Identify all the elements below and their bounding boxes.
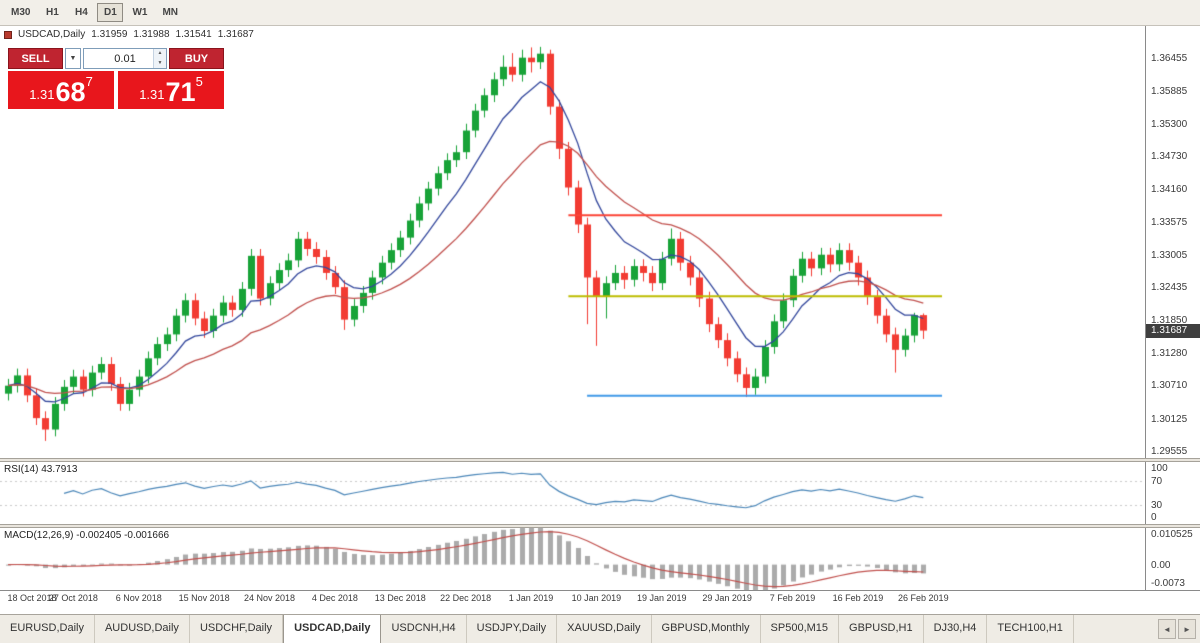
- sell-price-base: 1.31: [29, 87, 55, 102]
- date-axis-label: 4 Dec 2018: [311, 593, 358, 603]
- date-axis-label: 13 Dec 2018: [374, 593, 426, 603]
- tabs-scroll-right-icon[interactable]: ►: [1178, 619, 1196, 639]
- date-axis-label: 24 Nov 2018: [243, 593, 296, 603]
- buy-button[interactable]: BUY: [169, 48, 224, 69]
- date-axis-label: 19 Jan 2019: [637, 593, 687, 603]
- date-axis-label: 29 Jan 2019: [702, 593, 752, 603]
- date-axis-label: 6 Nov 2018: [115, 593, 162, 603]
- price-axis-label: 1.31280: [1151, 347, 1188, 359]
- lot-dropdown-caret-icon[interactable]: ▼: [65, 48, 81, 69]
- rsi-axis-label: 0: [1151, 512, 1157, 523]
- current-price-badge: 1.31687: [1146, 323, 1200, 338]
- timeframe-button-h1[interactable]: H1: [39, 3, 65, 22]
- date-axis-label: 15 Nov 2018: [178, 593, 230, 603]
- price-axis-label: 1.29555: [1151, 446, 1188, 458]
- chart-tab-gbpusd-h1[interactable]: GBPUSD,H1: [839, 615, 924, 643]
- date-axis-label: 16 Feb 2019: [832, 593, 884, 603]
- price-axis-label: 1.33005: [1151, 249, 1188, 261]
- date-axis[interactable]: [0, 590, 1200, 614]
- chart-tab-bar: EURUSD,Daily AUDUSD,Daily USDCHF,Daily USDC…: [0, 614, 1200, 643]
- tabs-scroll-left-icon[interactable]: ◄: [1158, 619, 1176, 639]
- symbol-timeframe-label: USDCAD,Daily: [18, 29, 86, 40]
- chart-tab-usdjpy-daily[interactable]: USDJPY,Daily: [467, 615, 558, 643]
- timeframe-toolbar: M30 H1 H4 D1 W1 MN: [0, 0, 1200, 26]
- open-value: 1.31959: [91, 29, 128, 40]
- price-axis[interactable]: [1145, 26, 1200, 590]
- timeframe-button-w1[interactable]: W1: [126, 3, 153, 22]
- close-value: 1.31687: [217, 29, 254, 40]
- price-axis-label: 1.30125: [1151, 413, 1188, 425]
- date-axis-label: 22 Dec 2018: [440, 593, 492, 603]
- tab-scroll-buttons: ◄ ►: [1154, 615, 1200, 643]
- rsi-axis-label: 30: [1151, 500, 1163, 512]
- sell-price-display[interactable]: 1.31 68 7: [8, 71, 114, 109]
- timeframe-button-h4[interactable]: H4: [68, 3, 94, 22]
- date-axis-label: 18 Oct 2018: [7, 593, 57, 603]
- date-axis-label: 27 Oct 2018: [48, 593, 98, 603]
- sell-price-pips: 68: [55, 77, 86, 107]
- date-axis-label: 10 Jan 2019: [571, 593, 622, 603]
- macd-axis-label: -0.0073: [1151, 578, 1185, 589]
- macd-indicator-label: MACD(12,26,9) -0.002405 -0.001666: [4, 530, 170, 541]
- buy-price-point: 5: [195, 74, 203, 89]
- rsi-indicator-label: RSI(14) 43.7913: [4, 464, 78, 475]
- lot-increase-icon[interactable]: ▲: [154, 49, 166, 59]
- price-axis-label: 1.34160: [1151, 183, 1188, 195]
- price-axis-label: 1.35300: [1151, 118, 1188, 130]
- date-axis-label: 1 Jan 2019: [508, 593, 554, 603]
- chart-tab-usdchf-daily[interactable]: USDCHF,Daily: [190, 615, 284, 643]
- chart-tab-eurusd-daily[interactable]: EURUSD,Daily: [0, 615, 95, 643]
- chart-area: USDCAD,Daily 1.31959 1.31988 1.31541 1.3…: [0, 26, 1200, 614]
- lot-size-input[interactable]: 0.01 ▲ ▼: [83, 48, 167, 69]
- price-axis-label: 1.35885: [1151, 85, 1188, 97]
- chart-tab-gbpusd-monthly[interactable]: GBPUSD,Monthly: [652, 615, 761, 643]
- chart-tab-tech100-h1[interactable]: TECH100,H1: [987, 615, 1074, 643]
- chart-tabs: EURUSD,Daily AUDUSD,Daily USDCHF,Daily USDC…: [0, 615, 1074, 643]
- chart-info-strip: USDCAD,Daily 1.31959 1.31988 1.31541 1.3…: [4, 29, 254, 40]
- rsi-panel-canvas[interactable]: [0, 462, 1145, 524]
- chart-tab-sp500-m15[interactable]: SP500,M15: [761, 615, 840, 643]
- timeframe-button-mn[interactable]: MN: [156, 3, 184, 22]
- price-axis-label: 1.32435: [1151, 282, 1188, 293]
- chart-window-icon: [4, 30, 12, 39]
- sell-button[interactable]: SELL: [8, 48, 63, 69]
- lot-decrease-icon[interactable]: ▼: [154, 58, 166, 68]
- low-value: 1.31541: [175, 29, 212, 40]
- chart-tab-usdcnh-h4[interactable]: USDCNH,H4: [381, 615, 467, 643]
- buy-price-display[interactable]: 1.31 71 5: [118, 71, 224, 109]
- lot-size-value: 0.01: [114, 52, 136, 65]
- chart-tab-audusd-daily[interactable]: AUDUSD,Daily: [95, 615, 190, 643]
- price-axis-label: 1.30710: [1151, 380, 1188, 392]
- rsi-axis-label: 70: [1151, 475, 1163, 487]
- price-axis-label: 1.34730: [1151, 151, 1188, 163]
- price-axis-label: 1.36455: [1151, 53, 1188, 65]
- lot-spinner: ▲ ▼: [153, 49, 166, 68]
- macd-panel-canvas[interactable]: [0, 528, 1145, 590]
- macd-axis-label: 0.010525: [1151, 529, 1193, 540]
- sell-price-point: 7: [85, 74, 93, 89]
- panel-divider[interactable]: [0, 524, 1200, 528]
- panel-divider[interactable]: [0, 458, 1200, 462]
- timeframe-button-d1[interactable]: D1: [97, 3, 124, 22]
- date-axis-label: 26 Feb 2019: [898, 593, 949, 603]
- one-click-trading-panel: SELL ▼ 0.01 ▲ ▼ BUY 1.31 68 7: [8, 48, 224, 109]
- price-axis-label: 1.31850: [1151, 315, 1188, 327]
- buy-price-pips: 71: [165, 77, 196, 107]
- high-value: 1.31988: [133, 29, 170, 40]
- macd-axis-label: 0.00: [1151, 559, 1171, 571]
- buy-price-base: 1.31: [139, 87, 165, 102]
- date-axis-label: 7 Feb 2019: [769, 593, 816, 603]
- chart-tab-usdcad-daily[interactable]: USDCAD,Daily: [283, 615, 382, 643]
- timeframe-button-m30[interactable]: M30: [5, 3, 36, 22]
- chart-tab-xauusd-daily[interactable]: XAUUSD,Daily: [557, 615, 652, 643]
- price-axis-label: 1.33575: [1151, 217, 1188, 229]
- chart-tab-dj30-h4[interactable]: DJ30,H4: [924, 615, 988, 643]
- rsi-axis-label: 100: [1151, 463, 1168, 474]
